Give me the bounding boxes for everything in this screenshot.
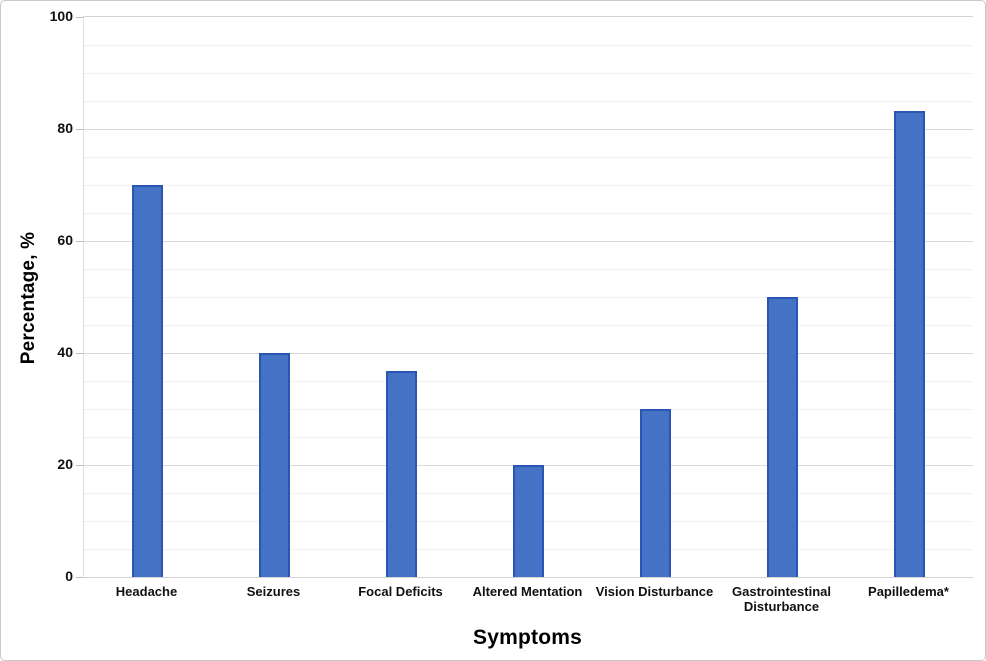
x-label-altered-mentation: Altered Mentation	[472, 584, 583, 599]
bar-focal-deficits	[386, 371, 417, 577]
minor-gridline-50	[84, 297, 973, 298]
x-label-seizures: Seizures	[246, 584, 301, 599]
minor-gridline-65	[84, 213, 973, 214]
y-tick-label-20: 20	[57, 456, 73, 472]
y-axis-tick-labels: 0 20 40 60 80 100	[1, 1, 73, 660]
major-gridline-80	[84, 129, 973, 130]
minor-gridline-55	[84, 269, 973, 270]
x-axis-category-labels: Headache Seizures Focal Deficits Altered Me…	[83, 584, 972, 615]
bar-vision-disturbance	[640, 409, 671, 577]
major-gridline-40	[84, 353, 973, 354]
y-tick-label-80: 80	[57, 120, 73, 136]
y-tick-mark-60	[76, 241, 83, 242]
bar-altered-mentation	[513, 465, 544, 577]
y-tick-mark-20	[76, 465, 83, 466]
minor-gridline-90	[84, 73, 973, 74]
minor-gridline-70	[84, 185, 973, 186]
minor-gridline-35	[84, 381, 973, 382]
major-gridline-60	[84, 241, 973, 242]
y-tick-label-40: 40	[57, 344, 73, 360]
minor-gridline-45	[84, 325, 973, 326]
bar-headache	[132, 185, 163, 577]
y-tick-label-0: 0	[65, 568, 73, 584]
bar-papilledema	[894, 110, 925, 577]
x-label-papilledema: Papilledema*	[868, 584, 949, 599]
y-tick-mark-100	[76, 17, 83, 18]
minor-gridline-95	[84, 45, 973, 46]
plot-area	[76, 16, 973, 578]
x-label-focal-deficits: Focal Deficits	[358, 584, 443, 599]
y-tick-mark-0	[76, 577, 83, 578]
y-tick-mark-40	[76, 353, 83, 354]
minor-gridline-30	[84, 409, 973, 410]
bar-seizures	[259, 353, 290, 577]
minor-gridline-25	[84, 437, 973, 438]
x-axis-title: Symptoms	[473, 626, 582, 649]
minor-gridline-85	[84, 101, 973, 102]
x-label-vision-disturbance: Vision Disturbance	[595, 584, 714, 599]
y-tick-label-100: 100	[49, 8, 73, 24]
x-label-headache: Headache	[115, 584, 178, 599]
x-label-gastrointestinal-disturbance: Gastrointestinal Disturbance	[732, 584, 831, 615]
bar-gastrointestinal-disturbance	[767, 297, 798, 577]
minor-gridline-75	[84, 157, 973, 158]
y-tick-label-60: 60	[57, 232, 73, 248]
y-tick-mark-80	[76, 129, 83, 130]
